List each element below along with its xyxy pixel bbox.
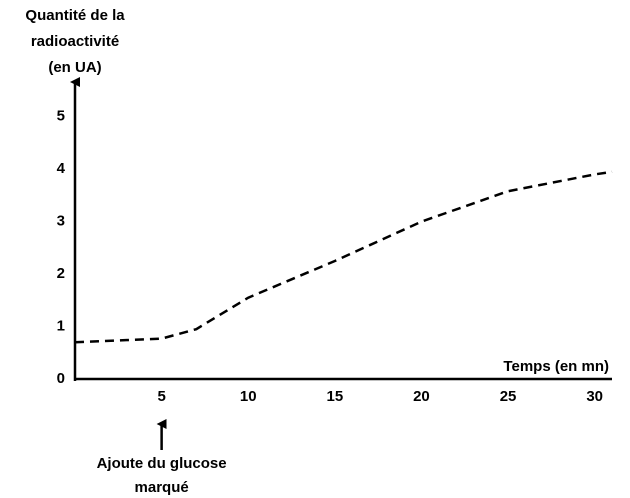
- y-axis-label: Quantité de la: [25, 7, 125, 24]
- x-tick-label: 30: [586, 388, 603, 405]
- x-axis-label: Temps (en mn): [503, 358, 609, 375]
- x-tick-label: 10: [240, 388, 257, 405]
- y-tick-label: 5: [57, 108, 65, 125]
- y-tick-label: 4: [57, 160, 66, 177]
- y-tick-label: 2: [57, 265, 65, 282]
- annotation: Ajoute du glucose: [97, 455, 227, 472]
- x-tick-label: 20: [413, 388, 430, 405]
- y-axis-label: (en UA): [48, 59, 101, 76]
- x-tick-label: 15: [326, 388, 343, 405]
- annotation: marqué: [135, 479, 189, 496]
- y-axis-label: radioactivité: [31, 33, 119, 50]
- x-tick-label: 25: [500, 388, 517, 405]
- x-tick-label: 5: [157, 388, 165, 405]
- y-tick-label: 1: [57, 318, 65, 335]
- y-tick-label: 0: [57, 370, 65, 387]
- data-line: [74, 170, 613, 344]
- y-tick-label: 3: [57, 213, 65, 230]
